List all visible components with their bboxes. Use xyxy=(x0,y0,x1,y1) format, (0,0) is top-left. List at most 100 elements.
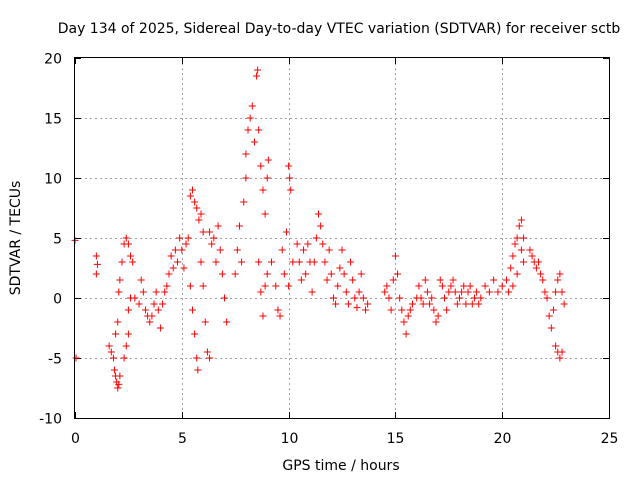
data-point xyxy=(214,222,222,230)
data-point xyxy=(124,240,132,248)
data-point xyxy=(351,294,359,302)
data-point xyxy=(287,186,295,194)
data-point xyxy=(289,258,297,266)
data-point xyxy=(161,288,169,296)
data-point xyxy=(263,174,271,182)
data-point xyxy=(560,300,568,308)
data-point xyxy=(282,228,290,236)
data-point xyxy=(278,246,286,254)
data-point xyxy=(394,270,402,278)
data-point xyxy=(231,270,239,278)
data-point xyxy=(197,258,205,266)
y-tick-label: 15 xyxy=(44,112,62,128)
data-point xyxy=(131,294,139,302)
data-point xyxy=(329,294,337,302)
data-point xyxy=(304,240,312,248)
data-point xyxy=(297,276,305,284)
data-point xyxy=(167,252,175,260)
data-point xyxy=(543,294,551,302)
data-point xyxy=(402,330,410,338)
data-point xyxy=(387,306,395,314)
data-point xyxy=(396,294,404,302)
data-point xyxy=(357,270,365,278)
data-point xyxy=(473,288,481,296)
data-point xyxy=(255,126,263,134)
data-point xyxy=(505,288,513,296)
data-point xyxy=(541,288,549,296)
data-point xyxy=(344,300,352,308)
data-point xyxy=(428,294,436,302)
data-point xyxy=(171,246,179,254)
data-point xyxy=(114,384,122,392)
data-point xyxy=(203,348,211,356)
data-point xyxy=(242,150,250,158)
data-point xyxy=(520,234,528,242)
plot-frame xyxy=(74,57,610,419)
x-tick-label: 20 xyxy=(494,431,512,447)
data-point xyxy=(118,258,126,266)
data-point xyxy=(257,162,265,170)
x-tick-label: 5 xyxy=(178,431,187,447)
data-point xyxy=(285,282,293,290)
x-tick-label: 0 xyxy=(71,431,80,447)
data-point xyxy=(327,270,335,278)
data-point xyxy=(105,342,113,350)
data-point xyxy=(114,318,122,326)
data-point xyxy=(310,258,318,266)
data-point xyxy=(264,156,272,164)
data-point xyxy=(257,288,265,296)
data-point xyxy=(174,258,182,266)
data-point xyxy=(332,300,340,308)
data-point xyxy=(554,276,562,284)
data-point xyxy=(552,342,560,350)
data-point xyxy=(436,276,444,284)
data-point xyxy=(426,300,434,308)
chart-title: Day 134 of 2025, Sidereal Day-to-day VTE… xyxy=(58,21,621,37)
data-point xyxy=(272,282,280,290)
data-point xyxy=(216,246,224,254)
data-point xyxy=(197,210,205,218)
data-point xyxy=(107,348,115,356)
data-point xyxy=(547,324,555,332)
data-point xyxy=(400,318,408,326)
data-point xyxy=(182,240,190,248)
data-point xyxy=(498,282,506,290)
data-point xyxy=(210,234,218,242)
data-point xyxy=(152,288,160,296)
data-point xyxy=(235,222,243,230)
data-point xyxy=(458,288,466,296)
data-point xyxy=(254,66,262,74)
data-point xyxy=(124,306,132,314)
data-point xyxy=(261,282,269,290)
data-point xyxy=(528,252,536,260)
data-point xyxy=(364,300,372,308)
data-point xyxy=(359,294,367,302)
data-point xyxy=(184,234,192,242)
data-point xyxy=(325,246,333,254)
data-point xyxy=(285,162,293,170)
data-point xyxy=(223,318,231,326)
data-point xyxy=(517,216,525,224)
data-point xyxy=(406,306,414,314)
data-point xyxy=(92,252,100,260)
data-point xyxy=(389,276,397,284)
data-point xyxy=(342,288,350,296)
data-point xyxy=(455,294,463,302)
data-point xyxy=(449,276,457,284)
data-point xyxy=(191,198,199,206)
data-point xyxy=(494,288,502,296)
data-point xyxy=(246,114,254,122)
data-point xyxy=(520,258,528,266)
data-point xyxy=(423,288,431,296)
data-point xyxy=(255,258,263,266)
data-point xyxy=(434,312,442,320)
data-point xyxy=(312,234,320,242)
data-point xyxy=(460,282,468,290)
data-point xyxy=(513,234,521,242)
data-point xyxy=(188,306,196,314)
y-tick-label: -5 xyxy=(48,352,62,368)
data-point xyxy=(398,306,406,314)
data-point xyxy=(381,288,389,296)
x-tick-label: 15 xyxy=(387,431,405,447)
